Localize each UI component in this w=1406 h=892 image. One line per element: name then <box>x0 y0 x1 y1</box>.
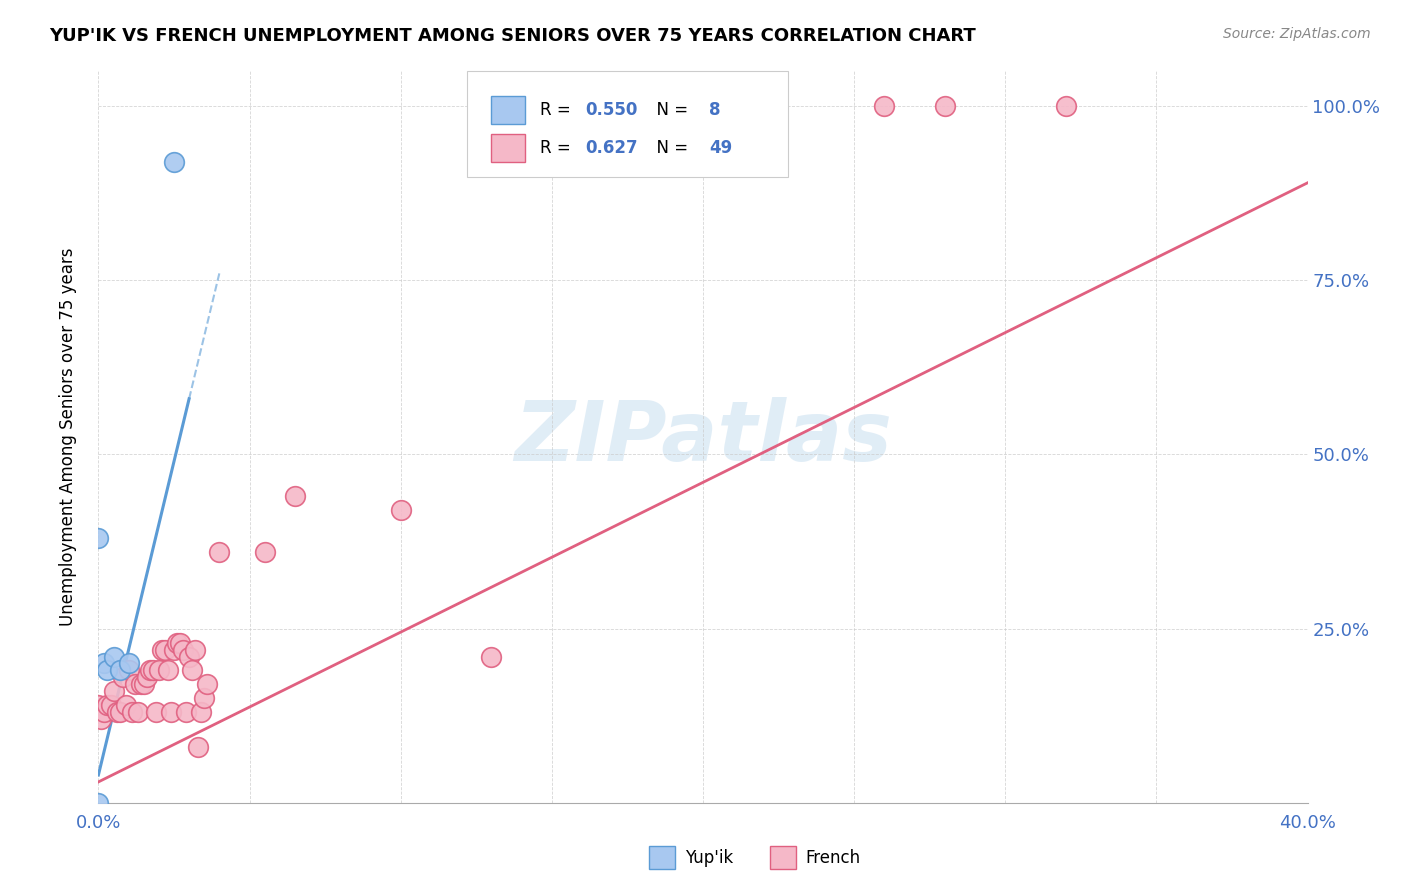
Text: 8: 8 <box>709 101 720 120</box>
Text: ZIPatlas: ZIPatlas <box>515 397 891 477</box>
Point <box>129 677 152 691</box>
Point <box>169 635 191 649</box>
Point <box>127 705 149 719</box>
Point <box>481 649 503 664</box>
Point <box>108 664 131 678</box>
Point <box>184 642 207 657</box>
FancyBboxPatch shape <box>492 96 526 124</box>
Text: N =: N = <box>647 101 693 120</box>
Point <box>181 664 204 678</box>
Point <box>160 705 183 719</box>
Point <box>87 698 110 713</box>
Point <box>103 649 125 664</box>
Text: Yup'ik: Yup'ik <box>685 848 733 867</box>
Point <box>153 642 176 657</box>
Point <box>135 670 157 684</box>
Point <box>187 740 209 755</box>
Point <box>96 698 118 713</box>
Point <box>87 531 110 545</box>
Text: 49: 49 <box>709 139 733 157</box>
Point <box>571 99 593 113</box>
Point <box>124 677 146 691</box>
Text: N =: N = <box>647 139 693 157</box>
Point <box>93 657 115 671</box>
Point <box>172 642 194 657</box>
Text: Source: ZipAtlas.com: Source: ZipAtlas.com <box>1223 27 1371 41</box>
Point <box>96 664 118 678</box>
Point <box>253 545 276 559</box>
Point <box>121 705 143 719</box>
Point <box>148 664 170 678</box>
Point <box>179 649 201 664</box>
Point <box>114 698 136 713</box>
Point <box>193 691 215 706</box>
Point <box>150 642 173 657</box>
Point <box>139 664 162 678</box>
Text: R =: R = <box>540 139 576 157</box>
Point <box>752 99 775 113</box>
FancyBboxPatch shape <box>648 846 675 870</box>
Point <box>873 99 896 113</box>
Point <box>284 489 307 503</box>
Point <box>174 705 197 719</box>
Point <box>163 155 186 169</box>
Point <box>156 664 179 678</box>
Point <box>93 705 115 719</box>
Point <box>190 705 212 719</box>
Point <box>103 684 125 698</box>
Point <box>105 705 128 719</box>
Point <box>118 657 141 671</box>
Point <box>142 664 165 678</box>
Text: 0.627: 0.627 <box>586 139 638 157</box>
Point <box>1054 99 1077 113</box>
Point <box>208 545 231 559</box>
Point <box>108 705 131 719</box>
Point <box>111 670 134 684</box>
FancyBboxPatch shape <box>769 846 796 870</box>
Point <box>100 698 122 713</box>
Point <box>145 705 167 719</box>
Point <box>132 677 155 691</box>
Text: R =: R = <box>540 101 576 120</box>
Point <box>195 677 218 691</box>
Point <box>118 664 141 678</box>
Point <box>87 796 110 810</box>
Point <box>166 635 188 649</box>
Point <box>934 99 956 113</box>
Text: YUP'IK VS FRENCH UNEMPLOYMENT AMONG SENIORS OVER 75 YEARS CORRELATION CHART: YUP'IK VS FRENCH UNEMPLOYMENT AMONG SENI… <box>49 27 976 45</box>
FancyBboxPatch shape <box>492 135 526 162</box>
Point <box>163 642 186 657</box>
Point <box>389 503 412 517</box>
Text: 0.550: 0.550 <box>586 101 638 120</box>
Text: French: French <box>806 848 860 867</box>
Y-axis label: Unemployment Among Seniors over 75 years: Unemployment Among Seniors over 75 years <box>59 248 77 626</box>
FancyBboxPatch shape <box>467 71 787 178</box>
Point <box>631 99 654 113</box>
Point <box>90 712 112 726</box>
